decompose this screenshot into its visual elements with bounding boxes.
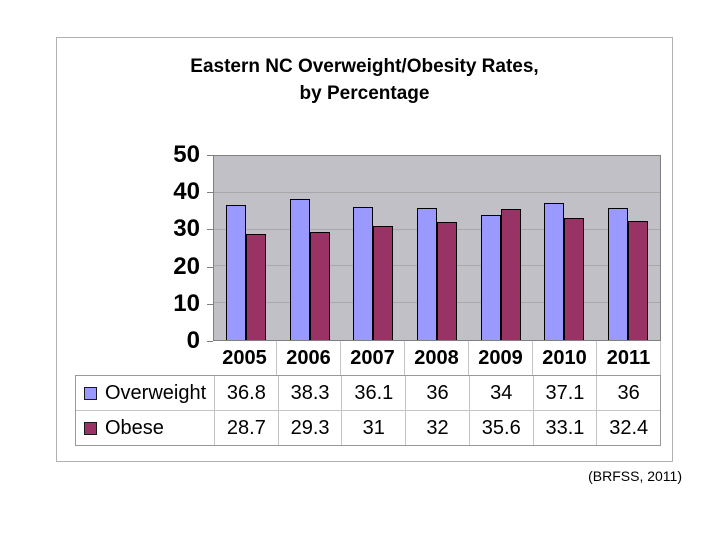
legend-column-spacer: [75, 341, 213, 375]
obese-bar: [245, 234, 266, 340]
legend-label: Overweight: [105, 381, 207, 404]
year-label: 2006: [277, 341, 341, 375]
legend-cell: Overweight: [76, 376, 214, 410]
bar-groups: [214, 156, 660, 340]
y-axis-label: 30: [173, 215, 200, 243]
table-value-cell: 31: [341, 411, 405, 445]
bar-group-2010: [533, 156, 597, 340]
plot-area: [213, 155, 661, 341]
y-axis-tick: [207, 303, 213, 305]
year-label: 2007: [341, 341, 405, 375]
y-axis-label: 40: [173, 178, 200, 206]
year-label: 2009: [469, 341, 533, 375]
table-value-cell: 34: [468, 376, 533, 410]
table-value-cell: 37.1: [532, 376, 597, 410]
bar-group-2011: [596, 156, 660, 340]
year-label: 2010: [533, 341, 597, 375]
table-row-obese: Obese 28.7 29.3 31 32 35.6 33.1 32.4: [76, 410, 660, 445]
data-table: 2005 2006 2007 2008 2009 2010 2011 Overweight 3…: [75, 341, 661, 446]
table-value-cell: 38.3: [277, 376, 342, 410]
table-value-cell: 36: [405, 376, 469, 410]
overweight-bar: [417, 207, 438, 340]
y-axis-tick: [207, 266, 213, 268]
overweight-bar: [353, 207, 374, 340]
table-row-overweight: Overweight 36.8 38.3 36.1 36 34 37.1 36: [76, 376, 660, 410]
y-axis-label: 50: [173, 141, 200, 168]
y-axis: 0 10 20 30 40 50: [113, 142, 213, 354]
y-axis-tick: [207, 192, 213, 194]
obese-bar: [564, 218, 585, 340]
bar-group-2007: [341, 156, 405, 340]
y-axis-label: 10: [173, 289, 200, 317]
bar-group-2009: [469, 156, 533, 340]
x-axis-category-row: 2005 2006 2007 2008 2009 2010 2011: [75, 341, 661, 375]
y-axis-tick: [207, 155, 213, 156]
table-value-cell: 32.4: [596, 411, 660, 445]
obese-bar: [309, 232, 330, 340]
obese-bar: [500, 209, 521, 340]
source-citation: (BRFSS, 2011): [588, 468, 682, 484]
overweight-legend-swatch: [84, 386, 97, 400]
y-axis-label: 0: [186, 327, 200, 354]
year-label: 2011: [597, 341, 661, 375]
bar-group-2006: [278, 156, 342, 340]
legend-cell: Obese: [76, 411, 214, 445]
table-value-cell: 36: [596, 376, 660, 410]
year-label: 2005: [213, 341, 277, 375]
overweight-bar: [544, 203, 565, 340]
chart-frame: Eastern NC Overweight/Obesity Rates, by …: [56, 37, 673, 462]
chart-title-line2: by Percentage: [299, 83, 430, 104]
obese-legend-swatch: [84, 421, 97, 435]
overweight-bar: [480, 214, 501, 340]
bar-group-2005: [214, 156, 278, 340]
obese-bar: [437, 222, 458, 340]
obese-bar: [373, 225, 394, 340]
gridline: [214, 191, 660, 193]
y-axis-label: 20: [173, 252, 200, 280]
obese-bar: [628, 220, 649, 340]
table-value-cell: 32: [405, 411, 469, 445]
legend-label: Obese: [105, 416, 164, 439]
y-axis-tick: [207, 341, 213, 342]
table-value-cell: 33.1: [532, 411, 597, 445]
table-value-cell: 36.1: [341, 376, 405, 410]
table-value-cell: 28.7: [214, 411, 278, 445]
overweight-bar: [608, 207, 629, 340]
data-table-body: Overweight 36.8 38.3 36.1 36 34 37.1 36 Obese 28.…: [75, 375, 661, 446]
chart-title-line1: Eastern NC Overweight/Obesity Rates,: [190, 56, 539, 77]
y-axis-tick: [207, 229, 213, 231]
chart-title: Eastern NC Overweight/Obesity Rates, by …: [57, 53, 672, 107]
table-value-cell: 29.3: [277, 411, 342, 445]
bar-group-2008: [405, 156, 469, 340]
year-label: 2008: [405, 341, 469, 375]
overweight-bar: [289, 199, 310, 340]
overweight-bar: [225, 204, 246, 340]
table-value-cell: 36.8: [214, 376, 278, 410]
table-value-cell: 35.6: [468, 411, 533, 445]
